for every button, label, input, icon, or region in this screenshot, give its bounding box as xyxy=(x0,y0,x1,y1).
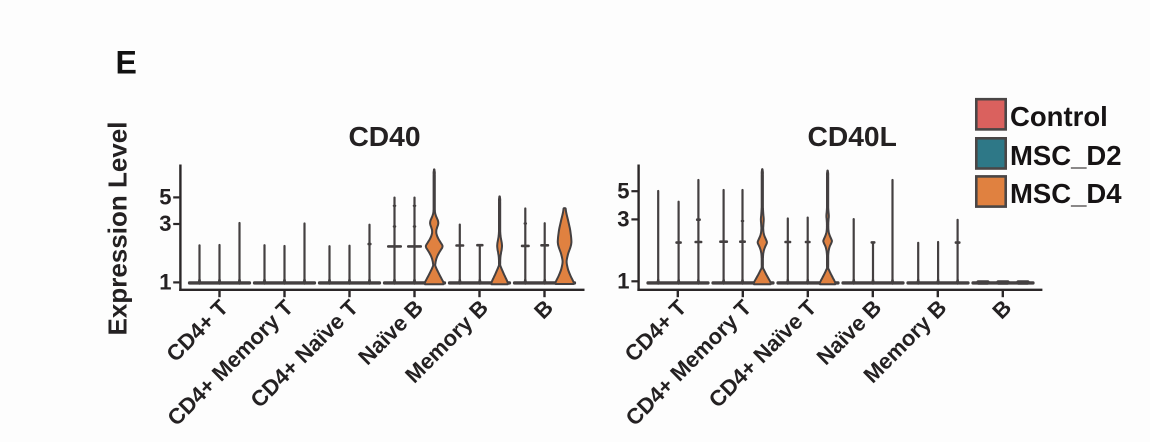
svg-text:E: E xyxy=(116,45,137,81)
svg-text:CD40L: CD40L xyxy=(808,120,897,152)
svg-text:3: 3 xyxy=(617,207,629,232)
svg-text:Control: Control xyxy=(1010,101,1108,132)
svg-text:MSC_D4: MSC_D4 xyxy=(1010,178,1122,209)
svg-text:MSC_D2: MSC_D2 xyxy=(1010,140,1122,171)
svg-text:5: 5 xyxy=(617,178,629,203)
svg-text:CD40: CD40 xyxy=(348,120,420,152)
svg-text:3: 3 xyxy=(159,211,171,236)
svg-text:5: 5 xyxy=(159,185,171,210)
svg-text:Expression Level: Expression Level xyxy=(103,122,133,336)
svg-text:1: 1 xyxy=(159,270,171,295)
svg-text:1: 1 xyxy=(617,269,629,294)
